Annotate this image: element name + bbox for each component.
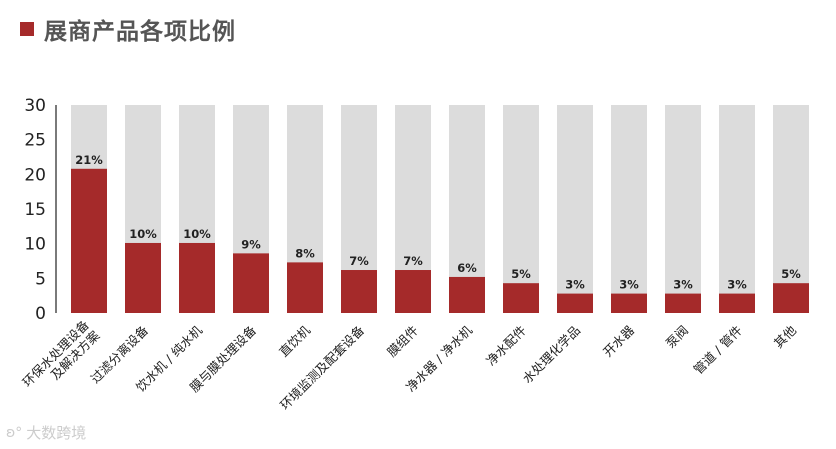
x-tick-label: 水处理化学品 (519, 323, 583, 387)
data-bar (449, 276, 485, 313)
data-bar (71, 168, 107, 313)
x-tick-label: 环保水处理设备及解决方案 (19, 317, 102, 400)
y-tick-label: 25 (24, 131, 46, 151)
y-tick-label: 20 (24, 165, 46, 185)
data-label: 3% (619, 278, 639, 292)
x-tick-label: 其他 (771, 322, 800, 351)
watermark: ʚ° 大数跨境 (6, 422, 86, 443)
x-tick-label: 开水器 (600, 322, 637, 359)
x-tick-label: 净水配件 (483, 323, 529, 369)
data-label: 5% (511, 267, 531, 281)
x-tick-label: 直饮机 (276, 322, 313, 359)
data-bar (341, 270, 377, 313)
background-bar (611, 105, 647, 313)
data-bar (233, 253, 269, 313)
data-bar (503, 283, 539, 313)
data-bar (719, 293, 755, 313)
data-bar (665, 293, 701, 313)
data-label: 3% (727, 278, 747, 292)
data-bar (395, 270, 431, 313)
logo-icon: ʚ° (6, 424, 23, 441)
data-bar (125, 242, 161, 313)
y-tick-label: 0 (35, 304, 46, 324)
x-tick-label: 膜组件 (384, 323, 421, 360)
chart-title: 展商产品各项比例 (44, 19, 236, 45)
data-label: 10% (129, 227, 157, 241)
data-bar (179, 242, 215, 313)
data-label: 5% (781, 267, 801, 281)
y-tick-label: 5 (35, 269, 46, 289)
data-label: 8% (295, 246, 315, 260)
data-bar (773, 283, 809, 313)
data-label: 10% (183, 227, 211, 241)
data-label: 7% (349, 254, 369, 268)
data-bar (287, 262, 323, 313)
title-marker-square (20, 22, 34, 36)
background-bar (557, 105, 593, 313)
data-label: 9% (241, 237, 261, 251)
x-tick-label: 管道 / 管件 (691, 323, 746, 378)
data-label: 3% (565, 278, 585, 292)
data-label: 21% (75, 153, 103, 167)
background-bar (773, 105, 809, 313)
background-bar (503, 105, 539, 313)
y-tick-label: 10 (24, 235, 46, 255)
x-tick-label: 泵阀 (663, 323, 691, 351)
data-label: 3% (673, 278, 693, 292)
data-label: 6% (457, 261, 477, 275)
background-bar (665, 105, 701, 313)
y-tick-label: 30 (24, 96, 46, 116)
data-label: 7% (403, 254, 423, 268)
data-bar (611, 293, 647, 313)
data-bar (557, 293, 593, 313)
y-tick-label: 15 (24, 200, 46, 220)
chart-title-row: 展商产品各项比例 (20, 14, 236, 45)
watermark-text: 大数跨境 (26, 424, 87, 442)
background-bar (719, 105, 755, 313)
